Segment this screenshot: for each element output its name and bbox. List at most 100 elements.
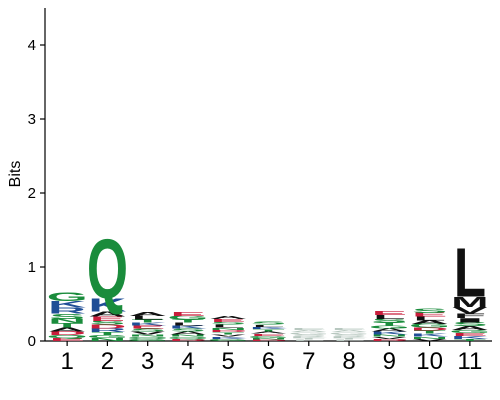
logo-letter: E — [170, 311, 205, 317]
logo-letter: G — [87, 334, 128, 339]
position-label: 4 — [181, 348, 194, 375]
logo-letter: E — [130, 325, 165, 330]
logo-letter: D — [370, 338, 408, 341]
logo-letter: A — [48, 327, 86, 333]
logo-letter: G — [47, 290, 88, 304]
logo-letter: A — [410, 319, 448, 325]
logo-letter: G — [288, 332, 329, 335]
logo-letter: E — [331, 327, 366, 330]
y-tick-label: 3 — [28, 111, 36, 128]
logo-letter: S — [90, 320, 125, 326]
logo-letter: V — [372, 336, 407, 339]
logo-letter: E — [372, 310, 407, 316]
logo-letter: Q — [47, 334, 88, 339]
logo-letter: T — [132, 319, 164, 324]
logo-letter: T — [454, 338, 486, 341]
logo-letter: K — [48, 300, 87, 310]
logo-letter: D — [249, 339, 287, 341]
logo-letter: S — [412, 307, 447, 314]
logo-letter: N — [169, 334, 207, 337]
logo-letter: I — [451, 317, 488, 324]
logo-letter: L — [252, 324, 284, 327]
logo-letter: Q — [87, 221, 128, 316]
logo-letter: E — [90, 315, 125, 322]
logo-letter: L — [132, 315, 164, 321]
logo-letter: G — [449, 329, 490, 334]
position-label: 3 — [141, 348, 154, 375]
logo-letter: T — [373, 322, 405, 327]
logo-letter: A — [129, 311, 167, 317]
logo-letter: L — [373, 314, 405, 320]
logo-letter: S — [291, 334, 326, 337]
logo-letter: T — [413, 330, 445, 335]
position-label: 11 — [457, 348, 482, 375]
x-axis: 1 2 3 4 5 6 7 8 9 10 11 — [45, 340, 492, 375]
position-label: 9 — [383, 348, 396, 375]
logo-letter: T — [293, 338, 326, 340]
logo-letter: L — [172, 322, 204, 327]
logo-letter: A — [330, 329, 368, 332]
logo-letter: F — [454, 312, 486, 319]
logo-letter: A — [169, 331, 207, 336]
letter-stacks: EQDATNSRKGNGTRDSEAKQGQNVSEKTLADQNASKLTGE… — [47, 221, 491, 341]
position-label: 7 — [302, 348, 315, 375]
logo-letter: G — [369, 325, 410, 330]
logo-letter: S — [170, 328, 205, 333]
logo-letter: D — [48, 330, 86, 336]
logo-letter: K — [410, 333, 448, 338]
logo-letter: N — [249, 338, 287, 340]
y-tick-label: 4 — [28, 37, 36, 54]
logo-letter: D — [209, 329, 247, 332]
y-tick-label: 0 — [28, 333, 36, 350]
logo-letter: T — [172, 319, 204, 324]
logo-letter: S — [372, 318, 407, 324]
position-label: 1 — [60, 348, 73, 375]
logo-letter: A — [290, 329, 328, 332]
logo-letter: A — [451, 325, 489, 331]
logo-letter: V — [211, 334, 246, 337]
logo-letter: G — [167, 315, 208, 321]
logo-letter: N — [410, 336, 448, 339]
logo-letter: N — [88, 337, 126, 342]
logo-letter: S — [452, 322, 487, 328]
logo-letter: E — [452, 332, 487, 337]
position-label: 2 — [101, 348, 114, 375]
logo-letter: D — [169, 338, 207, 341]
logo-letter: K — [370, 331, 408, 336]
position-label: 10 — [416, 348, 443, 375]
logo-letter: G — [409, 323, 450, 329]
logo-letter: V — [412, 338, 447, 341]
logo-letter: T — [51, 322, 83, 329]
logo-letter: Q — [167, 336, 208, 339]
logo-letter: A — [370, 328, 408, 333]
y-axis: 0 1 2 3 4 — [28, 8, 46, 350]
logo-letter: L — [212, 324, 244, 329]
logo-letter: K — [129, 322, 167, 327]
logo-letter: T — [91, 331, 123, 336]
logo-letter: G — [127, 338, 168, 341]
logo-letter: N — [48, 318, 86, 325]
logo-letter: Q — [127, 336, 168, 339]
logo-letter: M — [451, 294, 488, 310]
logo-letter: T — [212, 332, 244, 335]
position-label: 8 — [342, 348, 355, 375]
logo-letter: S — [251, 321, 286, 326]
logo-letter: K — [249, 326, 287, 329]
logo-letter: G — [328, 332, 369, 335]
logo-letter: D — [410, 327, 448, 332]
y-tick-label: 2 — [28, 185, 36, 202]
logo-letter: E — [251, 333, 286, 336]
logo-letter: D — [88, 324, 126, 330]
y-axis-title: Bits — [7, 161, 24, 188]
y-tick-label: 1 — [28, 259, 36, 276]
logo-letter: K — [451, 335, 489, 340]
